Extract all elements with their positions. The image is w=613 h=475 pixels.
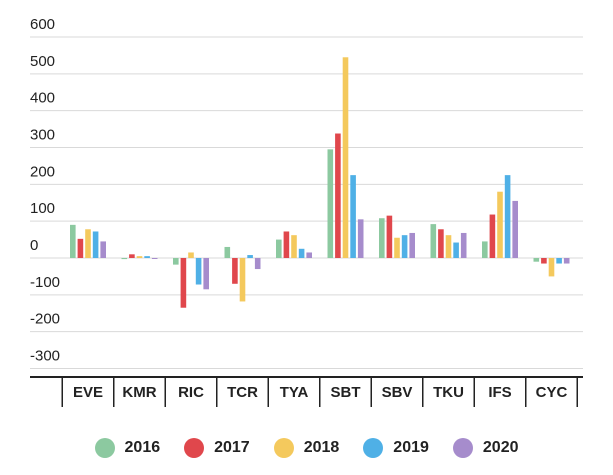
x-category-label: KMR [122,384,156,401]
x-axis [30,376,583,407]
legend-item: 2017 [184,438,250,458]
bar-2020-TCR [254,258,261,270]
bar-2017-RIC [180,258,187,308]
legend: 2016 2017 2018 2019 2020 [0,434,613,462]
legend-label: 2019 [393,439,429,456]
bar-2020-IFS [512,200,518,258]
legend-swatch [184,438,205,458]
bar-2017-EVE [77,238,84,258]
bar-2019-IFS [504,175,511,258]
bar-2018-RIC [188,252,194,258]
bar-2017-TYA [283,231,290,258]
bar-2020-RIC [203,258,209,290]
x-category-label: CYC [536,384,568,401]
y-tick-label: -300 [30,347,60,364]
bar-2017-SBT [335,133,341,258]
bar-2020-TKU [460,232,467,258]
y-axis-ticks: 600 500 400 300 200 100 0 -100 -200 -300 [30,16,60,364]
bar-2017-TCR [232,258,238,284]
legend-item: 2016 [94,438,161,458]
legend-item: 2018 [273,438,340,458]
bar-2019-TCR [247,255,253,258]
bar-2018-TCR [239,258,246,302]
bar-2020-SBV [409,232,415,258]
legend-item: 2019 [363,438,429,458]
legend-swatch [452,438,473,458]
bar-2016-KMR [121,258,128,260]
x-category-label: SBT [331,384,361,401]
bar-2017-IFS [489,214,496,258]
legend-swatch [94,438,115,458]
y-tick-label: 500 [30,53,55,70]
bar-2016-EVE [70,224,76,258]
y-tick-label: 0 [30,237,38,254]
bar-2018-CYC [548,258,555,277]
bar-2020-SBT [357,219,364,258]
bar-2016-TYA [276,239,282,258]
x-category-label: TKU [433,384,464,401]
legend-item: 2020 [452,438,519,458]
bar-2019-CYC [556,258,562,264]
bar-2016-TKU [430,224,437,258]
x-category-label: RIC [178,384,204,401]
bar-2020-KMR [151,258,158,259]
bar-2016-IFS [482,241,488,258]
bar-2017-SBV [386,215,393,258]
y-tick-label: 200 [30,163,55,180]
bar-2019-KMR [144,256,150,258]
y-tick-label: -100 [30,274,60,291]
x-axis-categories: EVE KMR RIC TCR TYA SBT SBV TKU IFS CYC [73,384,568,401]
x-category-label: IFS [488,384,511,401]
bar-2016-SBT [327,149,334,258]
x-category-label: EVE [73,384,103,401]
legend-swatch [273,438,294,458]
bar-2019-SBT [350,175,356,258]
bar-2018-IFS [497,191,503,258]
y-tick-label: 100 [30,200,55,217]
bar-2016-RIC [173,258,179,265]
bar-2020-CYC [563,258,570,264]
bar-2019-EVE [92,231,99,258]
bar-2018-SBV [394,237,400,258]
y-tick-label: -200 [30,311,60,328]
bar-2019-TYA [298,248,305,258]
legend-label: 2016 [124,439,161,456]
y-tick-label: 600 [30,16,55,33]
bar-2019-RIC [195,258,202,285]
bar-2018-SBT [342,57,349,258]
bar-2016-CYC [533,258,540,262]
bar-2017-KMR [129,254,135,258]
bar-2020-TYA [306,252,312,258]
bar-2020-EVE [100,241,106,258]
bars [70,57,570,308]
bar-2018-TKU [445,235,452,258]
x-category-label: SBV [382,384,413,401]
bar-2017-TKU [438,229,444,258]
bar-2016-TCR [224,246,231,258]
bar-2017-CYC [541,258,547,264]
y-tick-label: 300 [30,127,55,144]
legend-swatch [363,438,384,458]
legend-label: 2020 [482,439,519,456]
bar-2019-TKU [453,242,459,258]
bar-2018-TYA [291,235,297,258]
legend-label: 2018 [303,439,340,456]
bar-2019-SBV [401,235,408,258]
bar-2018-EVE [85,229,91,258]
x-category-label: TCR [227,384,258,401]
bar-2018-KMR [136,256,143,258]
legend-label: 2017 [214,439,250,456]
x-category-label: TYA [280,384,309,401]
y-tick-label: 400 [30,90,55,107]
bar-chart: 600 500 400 300 200 100 0 -100 -200 -300 EVE KMR RI… [30,16,583,407]
bar-2016-SBV [379,218,385,258]
